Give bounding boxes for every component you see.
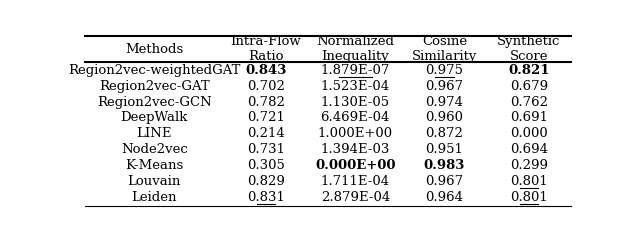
Text: 0.801: 0.801 (510, 175, 548, 188)
Text: Louvain: Louvain (128, 175, 181, 188)
Text: 1.130E-05: 1.130E-05 (321, 96, 390, 109)
Text: Region2vec-GCN: Region2vec-GCN (97, 96, 212, 109)
Text: 1.711E-04: 1.711E-04 (321, 175, 390, 188)
Text: 0.974: 0.974 (426, 96, 463, 109)
Text: Synthetic
Score: Synthetic Score (497, 35, 561, 63)
Text: 0.843: 0.843 (245, 64, 287, 77)
Text: 0.951: 0.951 (426, 143, 463, 156)
Text: 1.523E-04: 1.523E-04 (321, 80, 390, 93)
Text: Intra-Flow
Ratio: Intra-Flow Ratio (230, 35, 301, 63)
Text: 0.731: 0.731 (247, 143, 285, 156)
Text: 0.967: 0.967 (426, 80, 463, 93)
Text: 0.721: 0.721 (247, 111, 285, 124)
Text: Normalized
Inequality: Normalized Inequality (316, 35, 394, 63)
Text: 0.299: 0.299 (510, 159, 548, 172)
Text: 0.975: 0.975 (426, 64, 463, 77)
Text: 0.821: 0.821 (508, 64, 550, 77)
Text: 0.872: 0.872 (426, 127, 463, 140)
Text: 0.214: 0.214 (247, 127, 285, 140)
Text: 0.000: 0.000 (510, 127, 548, 140)
Text: 0.694: 0.694 (510, 143, 548, 156)
Text: 6.469E-04: 6.469E-04 (321, 111, 390, 124)
Text: Cosine
Similarity: Cosine Similarity (412, 35, 477, 63)
Text: 0.831: 0.831 (247, 191, 285, 204)
Text: DeepWalk: DeepWalk (121, 111, 188, 124)
Text: 0.983: 0.983 (424, 159, 465, 172)
Text: 0.967: 0.967 (426, 175, 463, 188)
Text: 0.762: 0.762 (510, 96, 548, 109)
Text: 0.702: 0.702 (247, 80, 285, 93)
Text: Region2vec-weightedGAT: Region2vec-weightedGAT (68, 64, 241, 77)
Text: K-Means: K-Means (125, 159, 184, 172)
Text: 0.960: 0.960 (426, 111, 463, 124)
Text: 0.691: 0.691 (510, 111, 548, 124)
Text: 1.394E-03: 1.394E-03 (321, 143, 390, 156)
Text: 0.801: 0.801 (510, 191, 548, 204)
Text: 1.000E+00: 1.000E+00 (317, 127, 393, 140)
Text: 0.679: 0.679 (510, 80, 548, 93)
Text: Leiden: Leiden (132, 191, 177, 204)
Text: 0.829: 0.829 (247, 175, 285, 188)
Text: Node2vec: Node2vec (121, 143, 188, 156)
Text: 0.000E+00: 0.000E+00 (315, 159, 396, 172)
Text: Region2vec-GAT: Region2vec-GAT (99, 80, 210, 93)
Text: Methods: Methods (125, 43, 184, 56)
Text: LINE: LINE (137, 127, 172, 140)
Text: 0.964: 0.964 (426, 191, 463, 204)
Text: 2.879E-04: 2.879E-04 (321, 191, 390, 204)
Text: 0.305: 0.305 (247, 159, 285, 172)
Text: 1.879E-07: 1.879E-07 (321, 64, 390, 77)
Text: 0.782: 0.782 (247, 96, 285, 109)
